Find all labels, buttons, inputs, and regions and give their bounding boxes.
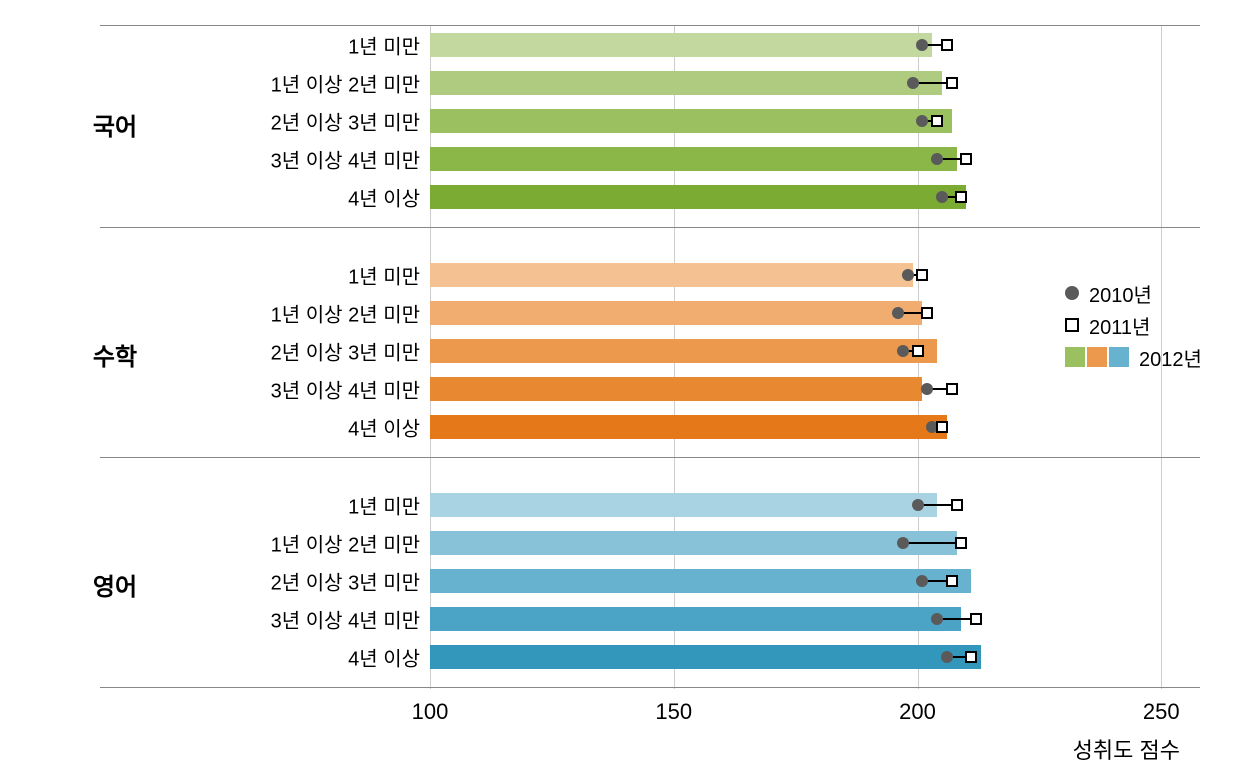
marker-2011 bbox=[912, 345, 924, 357]
legend-item: 2012년 bbox=[1065, 344, 1202, 370]
chart-row: 1년 이상 2년 미만 bbox=[20, 301, 1220, 325]
row-label: 2년 이상 3년 미만 bbox=[120, 567, 420, 596]
bar-2012 bbox=[430, 531, 957, 555]
bar-2012 bbox=[430, 339, 937, 363]
marker-2011 bbox=[931, 115, 943, 127]
marker-2011 bbox=[916, 269, 928, 281]
chart-row: 3년 이상 4년 미만 bbox=[20, 607, 1220, 631]
legend-label: 2011년 bbox=[1089, 311, 1150, 340]
row-label: 1년 이상 2년 미만 bbox=[120, 69, 420, 98]
x-tick-label: 200 bbox=[899, 699, 936, 725]
marker-2010 bbox=[897, 537, 909, 549]
row-label: 4년 이상 bbox=[120, 183, 420, 212]
bar-2012 bbox=[430, 377, 922, 401]
marker-2010 bbox=[931, 153, 943, 165]
chart-row: 1년 이상 2년 미만 bbox=[20, 71, 1220, 95]
bar-2012 bbox=[430, 415, 947, 439]
row-label: 2년 이상 3년 미만 bbox=[120, 107, 420, 136]
square-icon bbox=[1065, 318, 1079, 332]
bar-2012 bbox=[430, 301, 922, 325]
marker-2011 bbox=[946, 77, 958, 89]
marker-2010 bbox=[912, 499, 924, 511]
chart-row: 1년 이상 2년 미만 bbox=[20, 531, 1220, 555]
group-divider bbox=[100, 25, 1200, 26]
marker-2010 bbox=[907, 77, 919, 89]
chart-row: 3년 이상 4년 미만 bbox=[20, 147, 1220, 171]
bar-2012 bbox=[430, 33, 932, 57]
legend-item: 2010년 bbox=[1065, 280, 1202, 306]
marker-2010 bbox=[897, 345, 909, 357]
marker-2010 bbox=[902, 269, 914, 281]
row-label: 3년 이상 4년 미만 bbox=[120, 145, 420, 174]
marker-2011 bbox=[946, 575, 958, 587]
swatch-icon bbox=[1065, 347, 1085, 367]
chart-row: 1년 미만 bbox=[20, 263, 1220, 287]
marker-2010 bbox=[916, 39, 928, 51]
chart-row: 4년 이상 bbox=[20, 645, 1220, 669]
marker-2011 bbox=[955, 191, 967, 203]
connector bbox=[903, 542, 962, 544]
group-divider bbox=[100, 687, 1200, 688]
chart-row: 2년 이상 3년 미만 bbox=[20, 339, 1220, 363]
row-label: 1년 이상 2년 미만 bbox=[120, 529, 420, 558]
group-divider bbox=[100, 227, 1200, 228]
legend-item: 2011년 bbox=[1065, 312, 1202, 338]
marker-2011 bbox=[936, 421, 948, 433]
marker-2011 bbox=[941, 39, 953, 51]
marker-2011 bbox=[955, 537, 967, 549]
x-tick-label: 150 bbox=[655, 699, 692, 725]
chart-row: 4년 이상 bbox=[20, 415, 1220, 439]
row-label: 3년 이상 4년 미만 bbox=[120, 605, 420, 634]
group-divider bbox=[100, 457, 1200, 458]
marker-2010 bbox=[941, 651, 953, 663]
row-label: 4년 이상 bbox=[120, 413, 420, 442]
marker-2011 bbox=[951, 499, 963, 511]
chart-container: 국어수학영어 1년 미만1년 이상 2년 미만2년 이상 3년 미만3년 이상 … bbox=[20, 20, 1220, 713]
chart-row: 1년 미만 bbox=[20, 33, 1220, 57]
marker-2010 bbox=[936, 191, 948, 203]
chart-row: 2년 이상 3년 미만 bbox=[20, 569, 1220, 593]
bar-2012 bbox=[430, 493, 937, 517]
marker-2010 bbox=[892, 307, 904, 319]
marker-2010 bbox=[916, 575, 928, 587]
marker-2011 bbox=[960, 153, 972, 165]
row-label: 1년 미만 bbox=[120, 491, 420, 520]
marker-2011 bbox=[965, 651, 977, 663]
legend-label: 2012년 bbox=[1139, 343, 1202, 372]
row-label: 1년 이상 2년 미만 bbox=[120, 299, 420, 328]
row-label: 1년 미만 bbox=[120, 261, 420, 290]
swatch-icon bbox=[1087, 347, 1107, 367]
row-label: 1년 미만 bbox=[120, 31, 420, 60]
bar-2012 bbox=[430, 147, 957, 171]
marker-2010 bbox=[931, 613, 943, 625]
row-label: 2년 이상 3년 미만 bbox=[120, 337, 420, 366]
bar-2012 bbox=[430, 109, 952, 133]
row-label: 4년 이상 bbox=[120, 643, 420, 672]
legend: 2010년 2011년 2012년 bbox=[1065, 280, 1202, 376]
x-tick-label: 250 bbox=[1143, 699, 1180, 725]
circle-icon bbox=[1065, 286, 1079, 300]
bar-2012 bbox=[430, 607, 961, 631]
row-label: 3년 이상 4년 미만 bbox=[120, 375, 420, 404]
chart-row: 2년 이상 3년 미만 bbox=[20, 109, 1220, 133]
x-tick-label: 100 bbox=[412, 699, 449, 725]
bar-2012 bbox=[430, 185, 966, 209]
marker-2011 bbox=[946, 383, 958, 395]
chart-row: 4년 이상 bbox=[20, 185, 1220, 209]
x-axis-title: 성취도 점수 bbox=[1073, 733, 1180, 765]
bar-2012 bbox=[430, 263, 913, 287]
chart-row: 1년 미만 bbox=[20, 493, 1220, 517]
legend-label: 2010년 bbox=[1089, 279, 1152, 308]
marker-2010 bbox=[921, 383, 933, 395]
chart-row: 3년 이상 4년 미만 bbox=[20, 377, 1220, 401]
marker-2011 bbox=[921, 307, 933, 319]
bar-2012 bbox=[430, 645, 981, 669]
bar-2012 bbox=[430, 71, 942, 95]
marker-2010 bbox=[916, 115, 928, 127]
bar-2012 bbox=[430, 569, 971, 593]
swatch-icon bbox=[1109, 347, 1129, 367]
marker-2011 bbox=[970, 613, 982, 625]
